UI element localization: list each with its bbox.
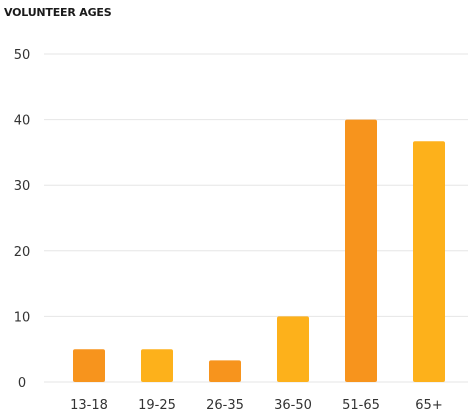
y-tick-label: 50 [14, 48, 31, 63]
bars [73, 119, 445, 382]
y-tick-label: 0 [18, 376, 26, 391]
bar-19-25 [141, 349, 173, 382]
bar-13-18 [73, 349, 105, 382]
x-tick-label: 36-50 [274, 398, 312, 413]
x-tick-label: 51-65 [342, 398, 380, 413]
x-tick-label: 13-18 [70, 398, 108, 413]
y-tick-label: 20 [14, 245, 31, 260]
bar-36-50 [277, 316, 309, 382]
chart-title: VOLUNTEER AGES [4, 6, 112, 19]
x-tick-label: 65+ [415, 398, 442, 413]
gridlines [44, 53, 468, 383]
x-tick-label: 26-35 [206, 398, 244, 413]
y-axis-ticks: 0 10 20 30 40 50 [14, 48, 31, 391]
y-tick-label: 10 [14, 310, 31, 325]
bar-65+ [413, 141, 445, 382]
x-tick-label: 19-25 [138, 398, 176, 413]
y-tick-label: 30 [14, 179, 31, 194]
x-axis-ticks: 13-18 19-25 26-35 36-50 51-65 65+ [70, 398, 443, 413]
bar-26-35 [209, 360, 241, 382]
y-tick-label: 40 [14, 114, 31, 129]
bar-51-65 [345, 119, 377, 382]
